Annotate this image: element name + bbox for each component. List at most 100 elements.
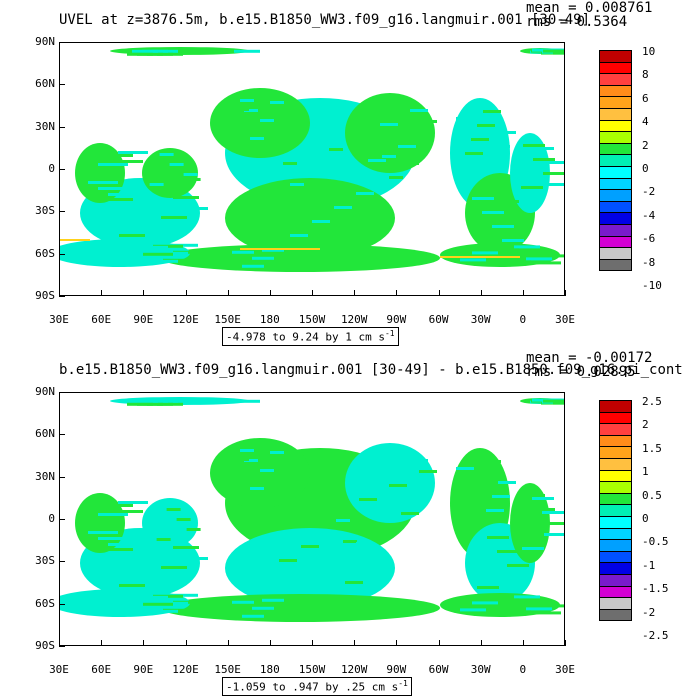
- ocean-region: [510, 133, 550, 213]
- field-streak: [532, 147, 554, 150]
- field-streak: [265, 460, 279, 463]
- field-streak: [159, 503, 174, 506]
- ocean-region: [345, 443, 435, 523]
- longitude-label: 120E: [172, 663, 199, 676]
- colorbar-label: 10: [642, 45, 656, 58]
- field-streak: [242, 264, 264, 268]
- field-streak: [182, 207, 208, 210]
- field-streak: [533, 158, 555, 161]
- field-streak: [138, 595, 168, 599]
- colorbar-swatch: [599, 50, 632, 62]
- longitude-tick: [480, 640, 482, 646]
- colorbar-swatch: [599, 539, 632, 551]
- field-streak: [143, 602, 173, 606]
- colorbar-swatch: [599, 573, 632, 586]
- latitude-tick: [59, 392, 65, 393]
- field-streak: [93, 172, 123, 175]
- colorbar-label: -8: [642, 255, 656, 269]
- field-streak: [472, 251, 498, 255]
- longitude-tick: [522, 290, 524, 296]
- longitude-tick: [59, 290, 60, 296]
- colorbar-label: -4: [642, 208, 656, 222]
- longitude-label: 60W: [428, 663, 449, 676]
- field-streak: [542, 161, 564, 164]
- field-streak: [244, 109, 258, 112]
- latitude-label: 90N: [35, 35, 55, 48]
- field-streak: [498, 131, 516, 134]
- field-streak: [345, 231, 363, 234]
- field-streak: [148, 609, 178, 613]
- field-streak: [522, 547, 544, 550]
- field-streak: [477, 236, 499, 239]
- field-streak: [234, 49, 260, 53]
- field-streak: [389, 484, 407, 487]
- field-streak: [532, 497, 554, 500]
- field-streak: [279, 559, 297, 562]
- field-streak: [103, 154, 133, 157]
- field-streak: [482, 561, 504, 564]
- field-streak: [336, 169, 350, 172]
- field-streak: [93, 522, 123, 525]
- field-streak: [140, 225, 166, 228]
- longitude-label: 30E: [555, 663, 575, 676]
- colorbar-swatch: [599, 492, 632, 505]
- field-streak: [103, 504, 133, 507]
- field-streak: [419, 470, 437, 473]
- longitude-tick: [143, 640, 145, 646]
- field-streak: [312, 220, 330, 223]
- field-streak: [118, 151, 148, 154]
- field-streak: [535, 611, 561, 615]
- longitude-tick: [312, 640, 314, 646]
- field-streak: [98, 187, 124, 190]
- field-streak: [60, 239, 90, 241]
- field-streak: [235, 458, 249, 461]
- field-streak: [547, 604, 564, 608]
- colorbar-label: -2.5: [642, 629, 669, 642]
- longitude-tick: [227, 290, 229, 296]
- colorbar-label: 0: [642, 512, 649, 525]
- field-streak: [290, 183, 304, 186]
- longitude-tick: [396, 290, 398, 296]
- field-streak: [148, 259, 178, 263]
- field-streak: [359, 498, 377, 501]
- colorbar-swatch: [599, 585, 632, 598]
- field-streak: [183, 173, 198, 176]
- longitude-tick: [354, 640, 356, 646]
- colorbar-swatch: [599, 131, 632, 143]
- field-streak: [262, 248, 284, 252]
- field-streak: [498, 481, 516, 484]
- latitude-tick: [59, 645, 65, 647]
- longitude-label: 30E: [49, 313, 69, 326]
- field-streak: [232, 600, 254, 604]
- field-streak: [521, 536, 543, 539]
- field-streak: [161, 216, 187, 219]
- range-text: -1.059 to .947 by .25 cm s: [226, 680, 399, 694]
- field-streak: [356, 542, 374, 545]
- colorbar-swatch: [599, 96, 632, 108]
- field-streak: [312, 570, 330, 573]
- colorbar-swatch: [599, 73, 632, 85]
- field-streak: [334, 556, 352, 559]
- field-streak: [497, 550, 519, 553]
- field-streak: [505, 260, 531, 264]
- field-streak: [173, 196, 199, 199]
- colorbar-swatch: [599, 400, 632, 412]
- longitude-label: 90E: [133, 313, 154, 326]
- field-streak: [492, 575, 514, 578]
- colorbar-swatch: [599, 446, 632, 458]
- colorbar-swatch: [599, 608, 632, 622]
- latitude-tick: [59, 211, 65, 213]
- field-streak: [521, 186, 543, 189]
- mean-value: mean = -0.00172: [526, 350, 653, 366]
- field-streak: [301, 195, 319, 198]
- field-streak: [493, 598, 519, 602]
- colorbar-label: 1.5: [642, 441, 662, 455]
- field-streak: [492, 495, 510, 498]
- field-streak: [107, 548, 133, 551]
- field-streak: [345, 581, 363, 584]
- field-streak: [159, 153, 174, 156]
- longitude-label: 30E: [49, 663, 69, 676]
- field-streak: [232, 250, 254, 254]
- panel-title: UVEL at z=3876.5m, b.e15.B1850_WW3.f09_g…: [59, 12, 591, 28]
- colorbar-label: 0.5: [642, 488, 662, 502]
